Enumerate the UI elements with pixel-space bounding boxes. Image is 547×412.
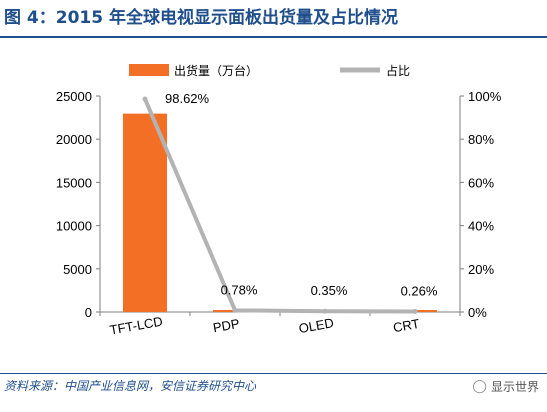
y-tick-label-left: 5000 (63, 262, 92, 277)
legend-swatch-bar (129, 64, 169, 76)
chart: 出货量（万台） 占比 0 5000 10000 15000 20000 25000 0% 20%… (56, 63, 502, 338)
share-point (412, 308, 418, 314)
legend-label-line: 占比 (386, 63, 410, 78)
legend: 出货量（万台） 占比 (129, 63, 410, 78)
y-tick-label-right: 40% (468, 219, 494, 234)
share-line-path (143, 98, 416, 314)
y-tick-label-left: 20000 (56, 132, 92, 147)
legend-label-bar: 出货量（万台） (174, 63, 258, 78)
data-label: 0.35% (311, 283, 348, 298)
y-tick-label-right: 20% (468, 262, 494, 277)
y-tick-label-right: 0% (468, 305, 487, 320)
x-tick-label: OLED (297, 315, 334, 336)
title-divider (0, 36, 547, 38)
data-label: 0.78% (221, 282, 258, 297)
share-point (232, 307, 238, 313)
bars (123, 113, 437, 312)
y-tick-label-right: 60% (468, 175, 494, 190)
x-tick-label: PDP (212, 316, 241, 335)
y-tick-label-left: 15000 (56, 175, 92, 190)
y-tick-label-left: 10000 (56, 219, 92, 234)
watermark-text: 显示世界 (490, 380, 539, 394)
wechat-icon: ◯ (472, 379, 487, 394)
data-label: 98.62% (165, 91, 210, 106)
y-tick-label-left: 0 (85, 305, 92, 320)
y-tick-label-right: 80% (468, 132, 494, 147)
x-tick-label: TFT-LCD (109, 314, 164, 338)
axes: 0 5000 10000 15000 20000 25000 0% 20% 40% 60% 80% 1… (56, 89, 502, 338)
footer-divider (0, 373, 547, 374)
share-line (142, 96, 418, 314)
data-label: 0.26% (401, 283, 438, 298)
figure-title: 图 4：2015 年全球电视显示面板出货量及占比情况 (4, 8, 398, 28)
y-tick-label-right: 100% (468, 89, 502, 104)
share-point (322, 308, 328, 314)
share-point (142, 96, 148, 102)
source-note: 资料来源：中国产业信息网，安信证券研究中心 (4, 379, 257, 393)
bar (123, 113, 167, 312)
data-labels: 98.62% 0.78% 0.35% 0.26% (165, 91, 438, 298)
x-tick-label: CRT (392, 316, 421, 335)
y-tick-label-left: 25000 (56, 89, 92, 104)
watermark: ◯ 显示世界 (472, 378, 539, 395)
